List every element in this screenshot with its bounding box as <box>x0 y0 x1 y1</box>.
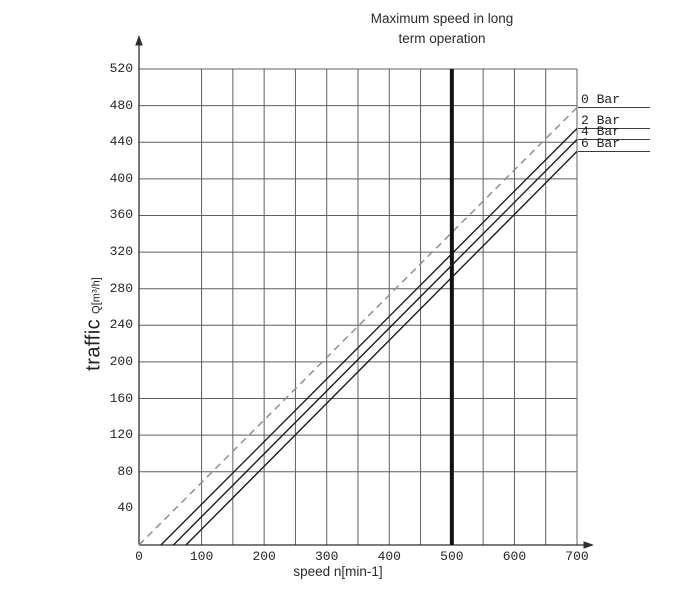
x-tick-label: 300 <box>315 549 339 564</box>
marker-title: Maximum speed in long term operation <box>292 9 592 48</box>
x-tick-label: 100 <box>189 549 214 564</box>
series-label-6-bar: 6 Bar <box>578 136 650 152</box>
x-tick-label: 200 <box>252 549 276 564</box>
y-tick-label: 320 <box>109 244 133 260</box>
marker-title-line2: term operation <box>398 30 486 46</box>
y-tick-label: 480 <box>109 97 133 113</box>
y-tick-label: 80 <box>117 463 133 479</box>
y-tick-label: 440 <box>109 134 133 150</box>
series-label-0-bar: 0 Bar <box>578 92 650 108</box>
series-line-6-bar <box>185 150 578 546</box>
x-axis-label: speed n[min-1] <box>293 564 383 579</box>
x-tick-label: 0 <box>135 549 143 564</box>
x-tick-label: 400 <box>377 549 401 564</box>
series-line-2-bar <box>160 128 578 546</box>
x-axis-arrow-icon <box>583 541 594 549</box>
y-axis-arrow-icon <box>135 35 143 46</box>
y-tick-label: 360 <box>109 207 133 223</box>
y-tick-label: 40 <box>117 500 133 516</box>
series-label-2-bar: 2 Bar <box>578 113 650 129</box>
y-tick-label: 160 <box>109 390 133 406</box>
x-tick-label: 500 <box>440 549 464 564</box>
y-tick-label: 280 <box>109 280 133 296</box>
marker-title-line1: Maximum speed in long <box>370 11 514 26</box>
y-tick-label: 400 <box>109 170 133 186</box>
y-tick-label: 120 <box>109 427 133 443</box>
x-tick-label: 600 <box>502 549 527 564</box>
y-tick-label: 240 <box>109 317 133 333</box>
y-tick-label: 200 <box>109 353 133 369</box>
series-label-4-bar: 4 Bar <box>578 124 650 140</box>
series-line-4-bar <box>172 138 578 546</box>
y-tick-label: 520 <box>109 61 133 76</box>
x-tick-label: 700 <box>565 549 589 564</box>
